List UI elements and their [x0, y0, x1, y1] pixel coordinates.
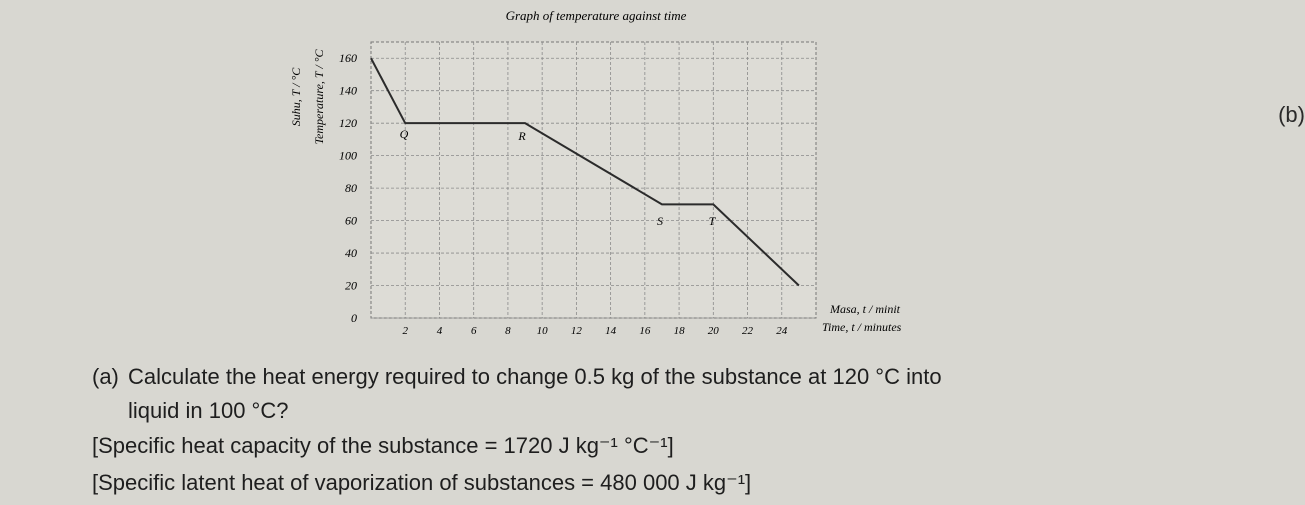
x-tick-label: 24: [776, 325, 788, 337]
x-tick-label: 2: [402, 325, 408, 337]
y-tick-label: 100: [339, 149, 357, 163]
x-tick-label: 12: [571, 325, 583, 337]
y-tick-label: 120: [339, 116, 357, 130]
question-text: Calculate the heat energy required to ch…: [128, 364, 942, 389]
given-data: [Specific heat capacity of the substance…: [92, 433, 674, 458]
y-tick-label: 140: [339, 84, 357, 98]
x-tick-label: 22: [742, 325, 754, 337]
plot-area: [370, 41, 817, 319]
x-tick-label: 14: [605, 325, 617, 337]
x-axis-label: Masa, t / minit: [829, 302, 901, 316]
y-axis-label: Temperature, T / °C: [312, 48, 326, 144]
chart-title: Graph of temperature against time: [506, 8, 687, 23]
point-label: T: [709, 214, 717, 228]
side-label: (b): [1278, 102, 1305, 127]
y-tick-label: 20: [345, 279, 357, 293]
point-label: S: [657, 214, 663, 228]
question-text: liquid in 100 °C?: [128, 398, 288, 423]
x-tick-label: 18: [674, 325, 686, 337]
y-tick-label: 80: [345, 181, 357, 195]
question-label: (a): [92, 364, 119, 389]
x-tick-label: 10: [537, 325, 549, 337]
temperature-line: [370, 57, 800, 287]
x-tick-label: 16: [639, 325, 651, 337]
point-label: R: [517, 129, 526, 143]
y-axis-label: Suhu, T / °C: [289, 67, 303, 127]
y-tick-label: 0: [351, 311, 357, 325]
x-tick-label: 6: [471, 325, 477, 337]
x-tick-label: 4: [437, 325, 443, 337]
y-tick-label: 160: [339, 51, 357, 65]
x-tick-label: 8: [505, 325, 511, 337]
x-axis-label: Time, t / minutes: [822, 320, 902, 334]
y-tick-label: 40: [345, 246, 357, 260]
point-label: Q: [400, 127, 409, 141]
y-tick-label: 60: [345, 214, 357, 228]
x-tick-label: 20: [708, 325, 720, 337]
given-data: [Specific latent heat of vaporization of…: [92, 470, 751, 495]
